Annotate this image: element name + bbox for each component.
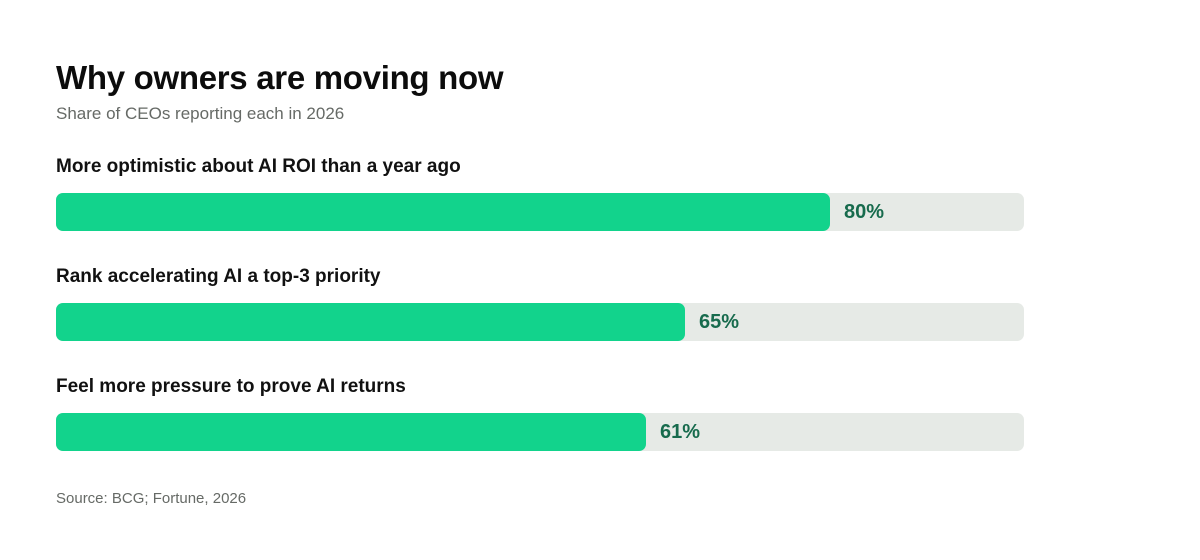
- chart: Why owners are moving now Share of CEOs …: [56, 0, 1024, 560]
- bar-label: More optimistic about AI ROI than a year…: [56, 156, 461, 177]
- bar-track: 61%: [56, 413, 1024, 451]
- bar-track: 65%: [56, 303, 1024, 341]
- chart-title: Why owners are moving now: [56, 59, 504, 96]
- bar-label: Rank accelerating AI a top-3 priority: [56, 266, 381, 287]
- bar: [56, 413, 646, 451]
- bar-label: Feel more pressure to prove AI returns: [56, 376, 406, 397]
- bar: [56, 193, 830, 231]
- source-note: Source: BCG; Fortune, 2026: [56, 490, 247, 507]
- chart-subtitle: Share of CEOs reporting each in 2026: [56, 104, 345, 123]
- bar-value-label: 61%: [660, 421, 701, 443]
- bar-row-3: Feel more pressure to prove AI returns 6…: [56, 375, 1024, 471]
- bar-row-2: Rank accelerating AI a top-3 priority 65…: [56, 265, 1024, 361]
- bar-value-label: 65%: [699, 311, 740, 333]
- bar: [56, 303, 685, 341]
- bar-row-1: More optimistic about AI ROI than a year…: [56, 155, 1024, 251]
- bar-track: 80%: [56, 193, 1024, 231]
- bar-value-label: 80%: [844, 201, 885, 223]
